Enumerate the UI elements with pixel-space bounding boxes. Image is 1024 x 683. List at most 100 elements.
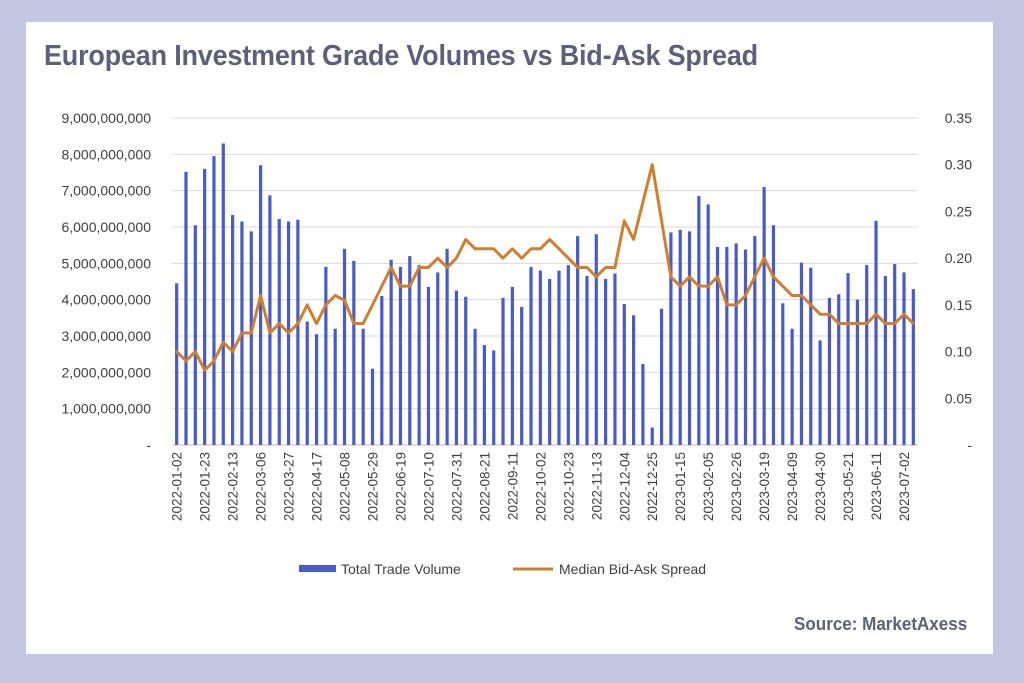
x-tick-label: 2022-12-04: [617, 452, 632, 522]
legend-label-volume: Total Trade Volume: [341, 561, 461, 577]
right-tick-label: 0.25: [945, 203, 972, 219]
left-axis-ticks: - 1,000,000,000 2,000,000,000 3,000,000,000…: [61, 110, 151, 453]
volume-bars: [175, 143, 915, 446]
bar: [585, 276, 589, 445]
bar: [631, 315, 636, 445]
x-tick-label: 2023-02-05: [701, 452, 716, 521]
bar: [510, 286, 514, 445]
bar: [902, 272, 906, 445]
x-tick-label: 2022-08-21: [477, 452, 492, 521]
x-tick-label: 2022-04-17: [310, 452, 325, 521]
bar: [659, 308, 664, 445]
left-tick-label: 4,000,000,000: [61, 292, 151, 308]
left-tick-label: 8,000,000,000: [61, 146, 151, 162]
x-tick-label: 2022-09-11: [505, 452, 520, 520]
bar: [324, 266, 328, 445]
x-tick-label: 2022-07-31: [449, 452, 464, 521]
x-tick-label: 2022-06-19: [393, 452, 408, 521]
bar: [389, 259, 393, 445]
bar: [370, 368, 375, 445]
bar: [715, 246, 720, 445]
legend: Total Trade Volume Median Bid-Ask Spread: [299, 561, 706, 577]
bar: [883, 276, 887, 445]
chart-title: European Investment Grade Volumes vs Bid…: [44, 40, 758, 72]
x-tick-label: 2022-10-02: [533, 452, 548, 521]
bar: [352, 260, 356, 445]
bar: [613, 273, 617, 445]
bar: [258, 165, 263, 445]
left-tick-label: 7,000,000,000: [61, 183, 151, 199]
bar: [641, 363, 645, 445]
left-tick-label: -: [146, 437, 151, 453]
left-tick-label: 6,000,000,000: [61, 219, 151, 235]
bar: [557, 270, 561, 445]
bar: [361, 328, 365, 445]
right-axis-ticks: - 0.05 0.10 0.15 0.20 0.25 0.30 0.35: [945, 110, 973, 453]
bar: [464, 296, 468, 445]
bar: [305, 321, 309, 445]
legend-label-spread: Median Bid-Ask Spread: [559, 561, 706, 577]
bar: [454, 290, 459, 445]
bar: [669, 232, 673, 445]
bar: [865, 265, 869, 445]
left-tick-label: 9,000,000,000: [61, 110, 151, 126]
bar: [846, 273, 850, 445]
bar: [706, 204, 710, 445]
bar: [492, 350, 496, 445]
bar: [734, 243, 738, 445]
bar: [790, 328, 794, 445]
x-tick-label: 2023-06-11: [869, 452, 884, 520]
bar: [314, 334, 319, 445]
x-tick-label: 2022-03-27: [282, 452, 297, 521]
x-tick-label: 2023-04-09: [785, 452, 800, 521]
bar: [725, 246, 729, 445]
right-tick-label: 0.10: [945, 344, 972, 360]
bar: [771, 225, 776, 445]
right-tick-label: 0.20: [945, 250, 972, 266]
x-tick-label: 2022-02-13: [226, 452, 241, 521]
bar: [175, 283, 179, 445]
left-tick-label: 5,000,000,000: [61, 255, 151, 271]
bar: [184, 171, 188, 446]
bar: [333, 328, 337, 445]
x-tick-label: 2022-01-02: [170, 452, 185, 521]
right-tick-label: -: [967, 437, 972, 453]
bar: [874, 220, 878, 445]
bar: [249, 231, 253, 445]
bar: [911, 289, 915, 445]
bar: [342, 248, 347, 445]
bar: [268, 195, 272, 445]
x-tick-label: 2022-10-23: [561, 452, 576, 521]
right-tick-label: 0.15: [945, 297, 972, 313]
bar: [893, 264, 897, 445]
x-tick-label: 2022-05-08: [338, 452, 353, 521]
right-tick-label: 0.05: [945, 390, 972, 406]
x-tick-label: 2023-07-02: [897, 452, 912, 521]
left-tick-label: 1,000,000,000: [61, 401, 151, 417]
bar: [277, 219, 281, 445]
bar: [827, 297, 832, 445]
x-tick-label: 2023-04-30: [813, 452, 828, 521]
bar: [193, 225, 197, 445]
bar: [417, 265, 421, 445]
left-tick-label: 2,000,000,000: [61, 364, 151, 380]
legend-swatch-volume: [299, 565, 336, 572]
right-tick-label: 0.35: [945, 110, 972, 126]
bar: [604, 278, 608, 445]
bar: [697, 196, 701, 445]
bar: [231, 215, 235, 445]
bar: [473, 328, 477, 445]
bar: [594, 234, 598, 445]
x-tick-label: 2023-02-26: [729, 452, 744, 521]
bar: [398, 266, 403, 445]
bar: [622, 304, 626, 445]
gridlines: [172, 117, 918, 446]
source-note: Source: MarketAxess: [793, 613, 967, 634]
x-axis-ticks: 2022-01-02 2022-01-23 2022-02-13 2022-03-06…: [170, 452, 912, 522]
x-tick-label: 2023-01-15: [673, 452, 688, 521]
bar: [221, 143, 225, 445]
bar: [687, 231, 692, 445]
bar: [426, 286, 431, 445]
bar: [296, 219, 300, 445]
